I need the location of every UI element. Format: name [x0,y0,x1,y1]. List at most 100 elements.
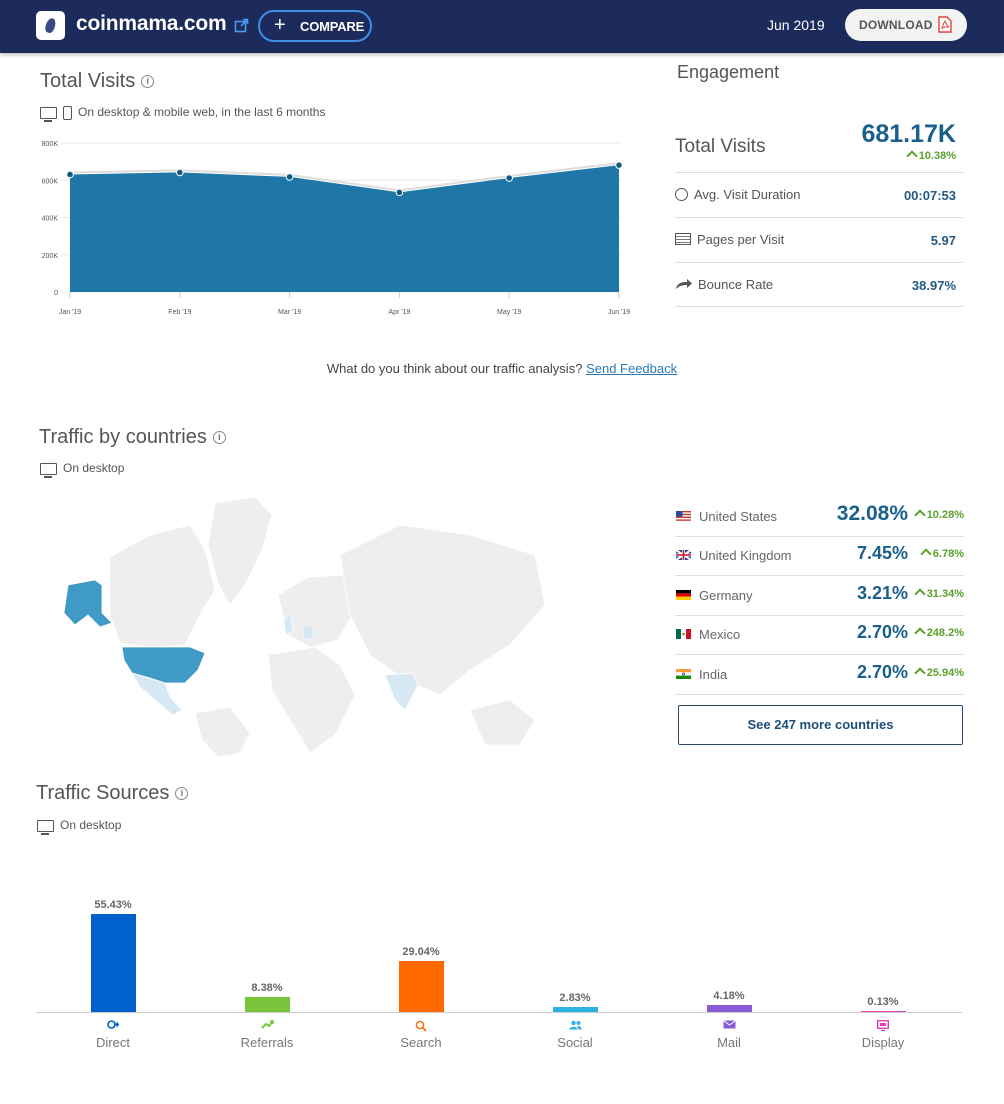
source-category-label[interactable]: Display [861,1035,905,1050]
desktop-icon [40,106,57,122]
source-category-label[interactable]: Social [557,1035,593,1050]
sources-device-label: On desktop [37,818,121,835]
data-point[interactable] [395,188,404,197]
sources-title: Traffic Sources i [36,782,189,805]
mobile-icon [63,105,72,120]
country-share: 2.70% [856,622,908,643]
country-change: 248.2% [916,627,964,639]
country-share: 7.45% [856,543,908,564]
country-row[interactable]: United States 32.08% 10.28% [675,498,964,537]
visits-area [70,165,619,292]
info-icon[interactable]: i [212,431,226,445]
source-value-label: 29.04% [402,946,440,958]
see-more-countries-button[interactable]: See 247 more countries [678,705,963,745]
send-feedback-link[interactable]: Send Feedback [586,361,678,376]
country-change: 31.34% [916,588,964,600]
source-bar-referrals[interactable] [245,997,290,1012]
country-name: United States [699,509,778,524]
data-point[interactable] [615,161,623,169]
country-name: Germany [699,587,753,603]
feedback-line: What do you think about our traffic anal… [0,361,1004,376]
countries-title: Traffic by countries i [39,426,226,449]
total-visits-change: 10.38% [908,150,956,162]
engagement-title: Engagement [677,62,780,82]
x-tick-label: May '19 [497,309,521,316]
country-row[interactable]: Germany 3.21% 31.34% [675,577,964,616]
country-change: 10.28% [916,509,964,521]
country-share: 3.21% [856,582,908,603]
uk-flag-icon [676,550,691,561]
country-share: 2.70% [856,661,908,682]
visits-line [69,162,620,192]
pages-label: Pages per Visit [675,232,784,247]
total-visits-title: Total Visits i [40,70,155,93]
download-label: DOWNLOAD [859,18,933,32]
display-icon [833,1019,933,1034]
site-title: coinmama.com [76,12,227,35]
source-bar-direct[interactable] [91,914,136,1012]
source-value-label: 2.83% [559,992,591,1004]
source-bar-display[interactable] [861,1011,906,1012]
engagement-total-visits: Total Visits 681.17K 10.38% [675,118,963,173]
country-share: 32.08% [836,502,908,525]
y-tick-label: 0 [54,290,58,297]
bounce-value: 38.97% [911,278,956,293]
data-point[interactable] [66,170,74,179]
world-map [63,496,546,757]
compare-button[interactable]: + COMPARE [258,10,372,42]
x-tick-label: Feb '19 [168,309,191,316]
source-value-label: 0.13% [867,996,899,1008]
source-value-label: 55.43% [94,899,132,911]
compare-label: COMPARE [300,19,365,34]
total-visits-chart: 800K 600K 400K 200K 0 Jan '19 Feb '19 Mar '19 Ap… [42,141,631,316]
timer-icon [675,188,688,201]
source-bar-social[interactable] [553,1007,598,1012]
pages-icon [675,233,691,245]
germany-flag-icon [676,589,691,600]
engagement-pages: Pages per Visit 5.97 [675,218,963,263]
download-button[interactable]: DOWNLOAD [845,9,967,41]
country-name: India [699,666,728,682]
x-tick-label: Apr '19 [388,309,410,316]
info-icon[interactable]: i [175,787,189,801]
country-name: United Kingdom [699,548,792,564]
country-change: 6.78% [922,548,964,560]
country-change: 25.94% [916,667,964,679]
bounce-label: Bounce Rate [675,277,773,292]
plus-icon: + [274,14,286,36]
country-row[interactable]: United Kingdom 7.45% 6.78% [675,537,964,577]
country-row[interactable]: Mexico 2.70% 248.2% [675,616,964,656]
top-bar: coinmama.com + COMPARE Jun 2019 DOWNLOAD [0,0,1004,53]
source-category-label[interactable]: Mail [717,1035,741,1050]
y-tick-label: 200K [42,253,59,260]
india-flag-icon [676,668,691,679]
data-point[interactable] [285,173,294,181]
avg-duration-label: Avg. Visit Duration [675,187,800,202]
source-bar-mail[interactable] [707,1005,752,1012]
country-name: Mexico [699,627,741,643]
engagement-bounce: Bounce Rate 38.97% [675,263,963,307]
social-icon [525,1020,625,1033]
x-tick-label: Jan '19 [59,309,81,316]
bounce-icon [676,279,692,289]
avg-duration-value: 00:07:53 [903,188,956,203]
source-value-label: 8.38% [251,982,283,994]
total-visits-value: 681.17K [861,120,956,148]
device-label: On desktop & mobile web, in the last 6 m… [40,105,325,122]
data-point[interactable] [505,174,514,182]
total-visits-label: Total Visits [675,136,766,157]
data-point[interactable] [176,168,184,177]
info-icon[interactable]: i [141,75,155,89]
country-row[interactable]: India 2.70% 25.94% [675,656,964,695]
pages-value: 5.97 [930,233,956,248]
y-tick-label: 800K [42,141,59,148]
x-tick-label: Jun '19 [608,309,630,316]
external-link-icon[interactable] [234,18,249,33]
sources-axis [36,1012,962,1013]
source-bar-search[interactable] [399,961,444,1012]
y-tick-label: 400K [42,216,59,223]
source-category-label[interactable]: Search [400,1035,442,1050]
x-tick-label: Mar '19 [278,309,301,316]
source-category-label[interactable]: Referrals [240,1035,294,1050]
source-category-label[interactable]: Direct [96,1035,130,1050]
